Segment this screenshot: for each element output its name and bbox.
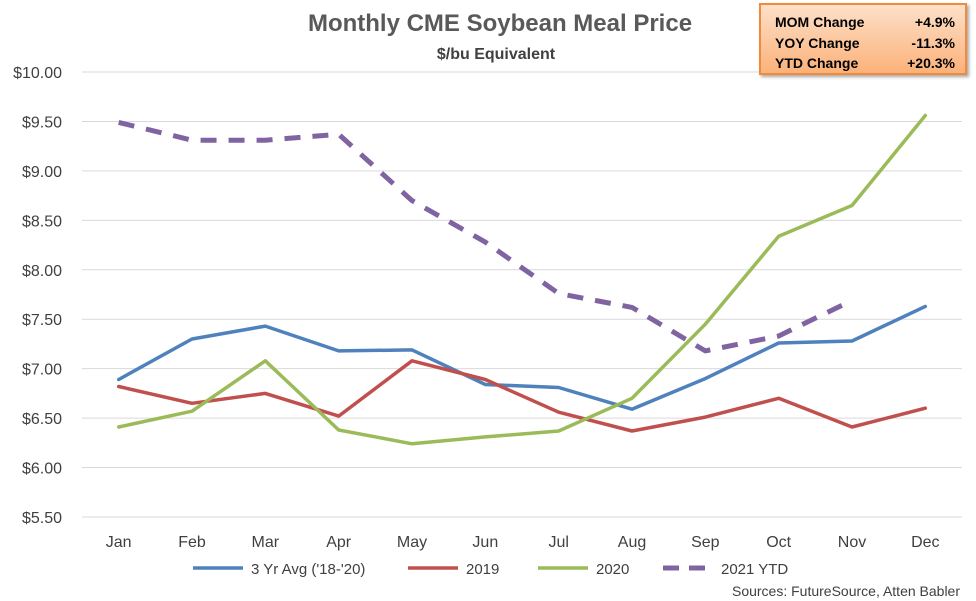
stat-row-mom: MOM Change +4.9% xyxy=(775,12,955,33)
y-axis: $5.50 $6.00 $6.50 $7.00 $7.50 $8.00 $8.50 $9.00… xyxy=(13,65,62,527)
legend-label: 2021 YTD xyxy=(721,561,788,578)
x-tick-label: Oct xyxy=(766,534,791,551)
series-lines xyxy=(116,113,928,446)
stat-label: YOY Change xyxy=(775,34,860,51)
stat-value: +4.9% xyxy=(914,14,955,30)
change-stats-box: MOM Change +4.9% YOY Change -11.3% YTD C… xyxy=(759,3,967,75)
legend-label: 2020 xyxy=(596,561,629,578)
x-tick-label: Jun xyxy=(472,534,498,551)
stat-value: -11.3% xyxy=(911,34,955,51)
y-tick-label: $5.50 xyxy=(22,510,62,527)
y-tick-label: $6.50 xyxy=(22,411,62,428)
y-tick-label: $8.00 xyxy=(22,263,62,280)
y-tick-label: $10.00 xyxy=(13,65,62,82)
legend: 3 Yr Avg ('18-'20) 2019 2020 2021 YTD xyxy=(193,561,788,578)
x-tick-label: Jan xyxy=(106,534,132,551)
x-axis: Jan Feb Mar Apr May Jun Jul Aug Sep Oct Nov Dec xyxy=(106,534,940,551)
y-tick-label: $7.00 xyxy=(22,362,62,379)
stat-row-ytd: YTD Change +20.3% xyxy=(775,53,955,74)
x-tick-label: Nov xyxy=(838,534,866,551)
x-tick-label: Apr xyxy=(326,534,352,551)
y-tick-label: $9.50 xyxy=(22,114,62,131)
y-tick-label: $9.00 xyxy=(22,164,62,181)
x-tick-label: Mar xyxy=(252,534,280,551)
chart-subtitle: $/bu Equivalent xyxy=(437,46,556,63)
chart-title: Monthly CME Soybean Meal Price xyxy=(308,10,692,37)
y-tick-label: $6.00 xyxy=(22,461,62,478)
source-note: Sources: FutureSource, Atten Babler xyxy=(732,583,960,599)
stat-label: MOM Change xyxy=(775,14,865,30)
x-tick-label: Aug xyxy=(618,534,646,551)
legend-label: 3 Yr Avg ('18-'20) xyxy=(251,561,365,578)
x-tick-label: May xyxy=(397,534,427,551)
y-tick-label: $8.50 xyxy=(22,213,62,230)
x-tick-label: Dec xyxy=(911,534,939,551)
series-line-2021-ytd xyxy=(118,119,854,354)
x-tick-label: Jul xyxy=(548,534,568,551)
legend-label: 2019 xyxy=(466,561,499,578)
x-tick-label: Feb xyxy=(178,534,206,551)
x-tick-label: Sep xyxy=(691,534,720,551)
series-line-3-yr-avg-18-20- xyxy=(116,304,928,411)
stat-row-yoy: YOY Change -11.3% xyxy=(775,33,955,54)
y-tick-label: $7.50 xyxy=(22,312,62,329)
series-line-2019 xyxy=(116,359,928,433)
series-line-2020 xyxy=(116,113,928,446)
stat-label: YTD Change xyxy=(775,55,859,71)
stat-value: +20.3% xyxy=(907,55,955,71)
